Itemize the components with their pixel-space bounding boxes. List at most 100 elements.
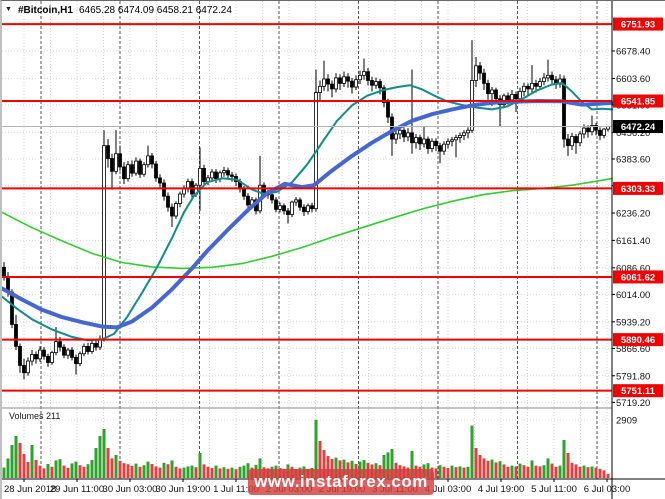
candle-bull bbox=[450, 139, 454, 142]
time-axis-label: 4 Jul 03:00 bbox=[425, 484, 471, 495]
volume-bar bbox=[538, 466, 542, 478]
candle-bear bbox=[298, 199, 302, 208]
time-axis-label: 30 Jun 19:00 bbox=[156, 484, 211, 495]
price-axis-label: 5719.20 bbox=[616, 398, 650, 409]
price-level-badge: 6541.85 bbox=[613, 94, 663, 108]
volume-bar bbox=[14, 436, 18, 478]
candle-bull bbox=[570, 136, 574, 147]
volume-bar bbox=[6, 458, 10, 478]
volume-bar bbox=[166, 464, 170, 478]
badge-bg bbox=[613, 120, 663, 134]
candle-bear bbox=[438, 145, 442, 152]
candle-bull bbox=[334, 77, 338, 90]
volume-bar bbox=[62, 465, 66, 478]
volume-bar bbox=[506, 466, 510, 478]
candle-bull bbox=[446, 140, 450, 145]
candle-bull bbox=[530, 82, 534, 90]
candle-bear bbox=[330, 83, 334, 90]
instaforex-watermark: www.instaforex.com bbox=[248, 469, 434, 495]
price-axis-label: 6383.60 bbox=[616, 155, 650, 166]
candle-bull bbox=[406, 132, 410, 138]
volume-bar bbox=[98, 436, 102, 478]
candle-bull bbox=[462, 132, 466, 136]
candle-bull bbox=[66, 349, 70, 356]
candle-bear bbox=[166, 195, 170, 208]
candle-bull bbox=[602, 128, 606, 136]
candle-bull bbox=[422, 138, 426, 145]
volume-bar bbox=[110, 458, 114, 478]
volume-bar bbox=[542, 465, 546, 478]
candle-bear bbox=[34, 354, 38, 360]
time-axis-label: 4 Jul 19:00 bbox=[478, 484, 524, 495]
volume-bar bbox=[242, 465, 246, 478]
price-axis-label: 6161.40 bbox=[616, 236, 650, 247]
volume-bar bbox=[502, 464, 506, 478]
candle-bull bbox=[518, 91, 522, 100]
volume-bar bbox=[574, 464, 578, 478]
candle-bear bbox=[246, 195, 250, 206]
candle-bear bbox=[170, 206, 174, 217]
badge-label: 6472.24 bbox=[621, 122, 656, 133]
volume-bar bbox=[106, 448, 110, 478]
price-axis-label: 5939.20 bbox=[616, 317, 650, 328]
volume-bar bbox=[334, 457, 338, 478]
candle-bull bbox=[354, 79, 358, 88]
volume-bar bbox=[158, 467, 162, 478]
candle-bull bbox=[82, 345, 86, 355]
volume-bar bbox=[154, 466, 158, 478]
badge-bg bbox=[613, 384, 663, 398]
badge-bg bbox=[613, 181, 663, 195]
badge-bg bbox=[613, 17, 663, 31]
candle-bull bbox=[322, 78, 326, 87]
candle-bear bbox=[270, 194, 274, 201]
candle-bear bbox=[242, 188, 246, 197]
ohlc-values: 6465.28 6474.09 6458.21 6472.24 bbox=[78, 4, 232, 16]
chart-info-bar: ▼ #Bitcoin,H1 6465.28 6474.09 6458.21 64… bbox=[5, 3, 232, 17]
candle-bull bbox=[294, 199, 298, 203]
volume-bar bbox=[514, 466, 518, 478]
candle-bear bbox=[378, 81, 382, 89]
candle-bull bbox=[102, 145, 106, 340]
volume-bar bbox=[562, 440, 566, 478]
candle-bull bbox=[182, 188, 186, 195]
grid bbox=[2, 1, 612, 479]
candle-bull bbox=[30, 354, 34, 362]
chevron-down-icon[interactable]: ▼ bbox=[5, 6, 12, 13]
candle-bear bbox=[162, 182, 166, 197]
badge-label: 5890.46 bbox=[621, 335, 655, 346]
candle-bull bbox=[374, 81, 378, 86]
volume-bar bbox=[526, 466, 530, 478]
time-axis-label: 28 Jun 2018 bbox=[4, 484, 56, 495]
candle-bull bbox=[290, 201, 294, 215]
candle-bull bbox=[578, 133, 582, 144]
candle-bear bbox=[138, 160, 142, 175]
volume-bar bbox=[18, 443, 22, 478]
candle-bull bbox=[510, 93, 514, 101]
price-level-badge: 5890.46 bbox=[613, 333, 663, 347]
candle-bull bbox=[142, 164, 146, 175]
candle-bear bbox=[150, 155, 154, 165]
candle-bear bbox=[118, 153, 122, 168]
volume-bar bbox=[114, 455, 118, 478]
volume-bar bbox=[38, 465, 42, 478]
symbol-timeframe-label: #Bitcoin,H1 bbox=[17, 4, 73, 16]
candle-bear bbox=[274, 199, 278, 210]
candle-bull bbox=[26, 360, 30, 374]
badge-label: 6061.62 bbox=[621, 272, 655, 283]
badge-label: 5751.11 bbox=[621, 386, 656, 397]
candle-bear bbox=[550, 74, 554, 81]
candle-bear bbox=[22, 365, 26, 374]
candles bbox=[2, 40, 610, 380]
candle-bull bbox=[198, 167, 202, 186]
candle-bear bbox=[70, 349, 74, 358]
candle-bull bbox=[222, 170, 226, 174]
price-axis-label: 6456.20 bbox=[616, 128, 650, 139]
volume-bar bbox=[126, 464, 130, 478]
candle-bull bbox=[114, 153, 118, 172]
volume-bar bbox=[198, 453, 202, 478]
candle-bull bbox=[78, 353, 82, 365]
volume-bar bbox=[122, 463, 126, 478]
volume-bar bbox=[70, 463, 74, 478]
volume-bar bbox=[2, 467, 6, 478]
